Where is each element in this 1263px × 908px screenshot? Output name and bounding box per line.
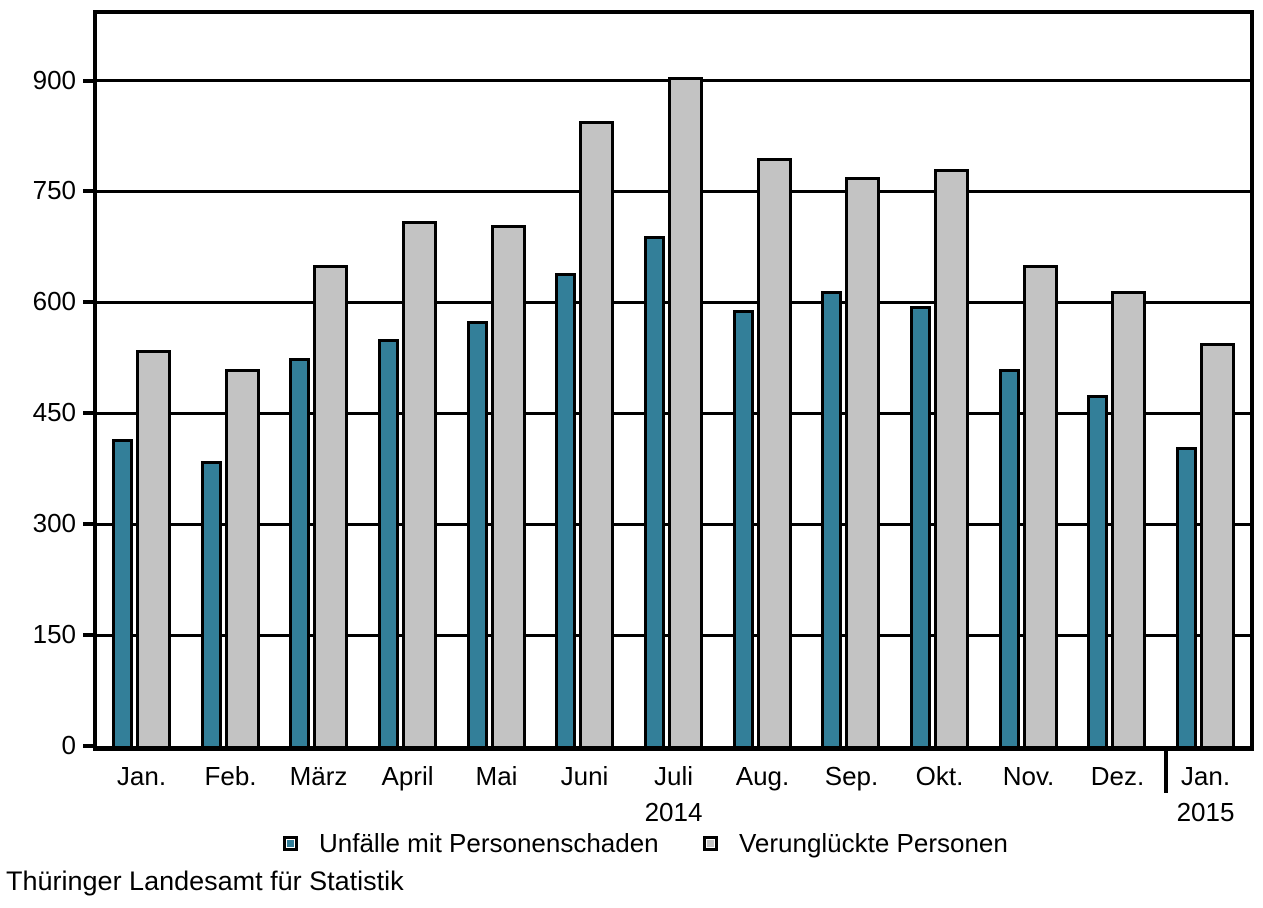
bar-accidents-4: [466, 321, 488, 746]
bar-casualties-3: [401, 221, 437, 746]
x-axis-label-6: Juli: [653, 761, 693, 791]
y-tick-300: [83, 522, 94, 527]
bar-accidents-1: [200, 461, 222, 746]
y-axis-label-900: 900: [32, 64, 76, 95]
bar-casualties-0: [135, 350, 171, 746]
bar-group-0: [97, 14, 186, 746]
bar-group-4: [452, 14, 541, 746]
bar-accidents-0: [111, 439, 133, 746]
bar-group-2: [274, 14, 363, 746]
bar-casualties-10: [1022, 265, 1058, 746]
bar-casualties-5: [579, 121, 615, 746]
plot-area: [93, 10, 1254, 751]
legend-label-accidents: Unfälle mit Personenschaden: [319, 827, 659, 858]
bar-group-11: [1073, 14, 1162, 746]
bar-accidents-9: [910, 306, 932, 746]
bar-group-8: [807, 14, 896, 746]
bar-accidents-3: [377, 339, 399, 746]
bar-accidents-7: [732, 310, 754, 746]
bar-casualties-7: [756, 158, 792, 746]
bar-accidents-5: [555, 273, 577, 746]
y-tick-0: [83, 744, 94, 748]
bar-accidents-8: [821, 291, 843, 746]
y-tick-450: [83, 411, 94, 416]
x-axis-label-9: Okt.: [915, 761, 964, 791]
bar-casualties-6: [667, 77, 703, 746]
y-axis-label-0: 0: [61, 730, 76, 760]
x-axis-year-label-2014: 2014: [644, 797, 703, 827]
legend-item-accidents: Unfälle mit Personenschaden: [283, 828, 659, 858]
x-axis-label-12: Jan.: [1180, 761, 1231, 791]
y-tick-900: [83, 78, 94, 83]
x-axis-label-7: Aug.: [735, 761, 790, 791]
bar-casualties-11: [1111, 291, 1147, 746]
x-axis-label-8: Sep.: [824, 761, 879, 791]
bar-casualties-4: [490, 225, 526, 746]
bar-group-6: [629, 14, 718, 746]
x-axis-label-5: Juni: [560, 761, 609, 791]
legend-label-casualties: Verunglückte Personen: [739, 827, 1008, 858]
x-axis-label-2: März: [289, 761, 348, 791]
bar-group-10: [984, 14, 1073, 746]
bar-group-12: [1161, 14, 1250, 746]
source-attribution: Thüringer Landesamt für Statistik: [6, 866, 404, 896]
bar-group-1: [186, 14, 275, 746]
y-axis-label-600: 600: [32, 286, 76, 317]
x-axis-label-0: Jan.: [116, 761, 167, 791]
bar-casualties-1: [224, 369, 260, 746]
bar-casualties-9: [934, 169, 970, 746]
x-axis-label-1: Feb.: [204, 761, 257, 791]
y-tick-150: [83, 633, 94, 638]
y-axis-label-300: 300: [32, 508, 76, 539]
x-axis-label-3: April: [381, 761, 434, 791]
bar-group-9: [895, 14, 984, 746]
y-axis-label-750: 750: [32, 175, 76, 206]
bar-casualties-8: [845, 177, 881, 746]
x-axis-label-11: Dez.: [1090, 761, 1145, 791]
legend-marker-accidents-icon: [283, 835, 298, 851]
bar-accidents-2: [289, 358, 311, 746]
y-tick-750: [83, 189, 94, 194]
x-axis-label-4: Mai: [475, 761, 518, 791]
bar-accidents-11: [1087, 395, 1109, 746]
bars-layer: [97, 14, 1250, 746]
legend-item-casualties: Verunglückte Personen: [703, 828, 1008, 858]
y-tick-600: [83, 300, 94, 305]
bar-group-3: [363, 14, 452, 746]
x-axis-label-10: Nov.: [1002, 761, 1055, 791]
bar-accidents-6: [643, 236, 665, 746]
y-axis-label-150: 150: [32, 619, 76, 650]
year-separator-tick: [1164, 746, 1168, 793]
bar-casualties-12: [1200, 343, 1236, 746]
x-axis-year-label-2015: 2015: [1176, 797, 1235, 827]
y-axis-label-450: 450: [32, 397, 76, 428]
bar-accidents-12: [1176, 447, 1198, 746]
bar-group-7: [718, 14, 807, 746]
bar-accidents-10: [998, 369, 1020, 746]
bar-group-5: [540, 14, 629, 746]
legend-marker-casualties-icon: [703, 835, 718, 851]
bar-casualties-2: [313, 265, 349, 746]
